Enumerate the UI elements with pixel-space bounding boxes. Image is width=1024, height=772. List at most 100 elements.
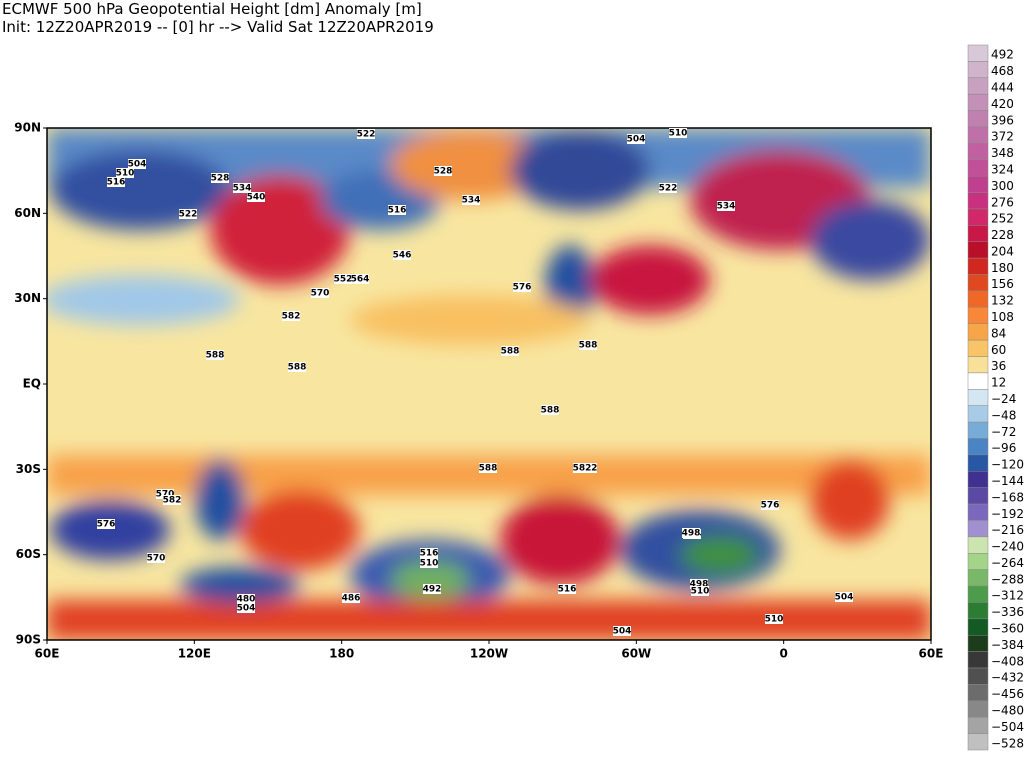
lon-label: 180: [329, 647, 354, 661]
contour-label: 516: [388, 206, 407, 216]
contour-label-bg: [97, 519, 115, 529]
contour-label-bg: [669, 128, 687, 138]
colorbar-swatch: [967, 536, 989, 554]
colorbar-label: 84: [991, 326, 1006, 340]
contour-label: 534: [233, 184, 252, 194]
lat-label: 90S: [16, 633, 41, 647]
contour-label: 510: [116, 169, 135, 179]
contour-label: 588: [541, 406, 560, 416]
colorbar-swatch: [967, 733, 989, 751]
contour-label: 582: [163, 496, 182, 506]
contour-label-bg: [211, 173, 229, 183]
colorbar: 492 468 444 420 396 372 348 324 300 276 252 228 204 1…: [967, 44, 1024, 751]
colorbar-swatch: [967, 93, 989, 111]
colorbar-swatch: [967, 667, 989, 685]
contour-label-bg: [613, 626, 631, 636]
colorbar-swatch: [967, 61, 989, 79]
colorbar-label: −456: [991, 687, 1024, 701]
contour-label-bg: [462, 195, 480, 205]
colorbar-swatch: [967, 126, 989, 144]
colorbar-label: −24: [991, 392, 1016, 406]
colorbar-label: −48: [991, 408, 1016, 422]
colorbar-swatch: [967, 257, 989, 275]
lon-label: 60W: [621, 647, 651, 661]
colorbar-label: −504: [991, 720, 1024, 734]
colorbar-label: 372: [991, 130, 1014, 144]
lon-label: 120E: [178, 647, 211, 661]
colorbar-swatch: [967, 700, 989, 718]
contour-label: 564: [351, 275, 370, 285]
colorbar-label: −216: [991, 523, 1024, 537]
contour-label-bg: [627, 134, 645, 144]
colorbar-label: 228: [991, 228, 1014, 242]
contour-label-bg: [237, 594, 255, 604]
colorbar-swatch: [967, 290, 989, 308]
contour-label-bg: [479, 463, 497, 473]
colorbar-label: 492: [991, 48, 1014, 62]
contour-label: 510: [691, 587, 710, 597]
contour-label-bg: [420, 548, 438, 558]
colorbar-swatch: [967, 438, 989, 456]
colorbar-label: 132: [991, 294, 1014, 308]
contour-label: 510: [420, 559, 439, 569]
lat-label: EQ: [23, 377, 41, 391]
lat-label: 30N: [14, 291, 41, 305]
contour-label: 516: [558, 585, 577, 595]
colorbar-swatch: [967, 110, 989, 128]
colorbar-label: 324: [991, 162, 1014, 176]
contour-label-bg: [659, 183, 677, 193]
contour-label: 534: [717, 202, 736, 212]
colorbar-swatch: [967, 356, 989, 374]
colorbar-label: −384: [991, 638, 1024, 652]
contour-label-bg: [156, 489, 174, 499]
contour-label: 522: [357, 130, 376, 140]
lon-label: 0: [779, 647, 787, 661]
colorbar-label: −168: [991, 490, 1024, 504]
contour-label-bg: [691, 586, 709, 596]
colorbar-swatch: [967, 634, 989, 652]
contour-label-bg: [573, 463, 591, 473]
colorbar-swatch: [967, 585, 989, 603]
colorbar-label: −528: [991, 736, 1024, 750]
contour-label: 588: [288, 363, 307, 373]
contour-label-bg: [765, 614, 783, 624]
contour-label-bg: [351, 274, 369, 284]
colorbar-label: −480: [991, 704, 1024, 718]
contour-label: 576: [513, 283, 532, 293]
contour-label: 540: [247, 193, 266, 203]
colorbar-swatch: [967, 520, 989, 538]
contour-label: 522: [659, 184, 678, 194]
contour-label-bg: [311, 288, 329, 298]
colorbar-swatch: [967, 44, 989, 62]
contour-label-bg: [179, 209, 197, 219]
colorbar-label: −264: [991, 556, 1024, 570]
title-line-1: ECMWF 500 hPa Geopotential Height [dm] A…: [2, 0, 422, 18]
contour-label: 492: [423, 585, 442, 595]
colorbar-swatch: [967, 602, 989, 620]
contour-label: 588: [501, 347, 520, 357]
colorbar-swatch: [967, 225, 989, 242]
contour-label-bg: [761, 500, 779, 510]
contour-label-bg: [334, 274, 352, 284]
colorbar-swatch: [967, 307, 989, 324]
colorbar-label: 180: [991, 261, 1014, 275]
contour-label-bg: [434, 166, 452, 176]
contour-label: 528: [211, 174, 230, 184]
colorbar-label: 204: [991, 244, 1014, 258]
colorbar-label: −72: [991, 425, 1016, 439]
colorbar-swatch: [967, 405, 989, 423]
contour-label: 570: [147, 554, 166, 564]
contour-label-bg: [690, 579, 708, 589]
colorbar-swatch: [967, 716, 989, 734]
contour-label-bg: [682, 528, 700, 538]
contour-label-bg: [393, 250, 411, 260]
contour-label-bg: [835, 592, 853, 602]
contour-label-bg: [116, 168, 134, 178]
contour-label-bg: [163, 495, 181, 505]
colorbar-label: 468: [991, 64, 1014, 78]
contour-label-bg: [233, 183, 251, 193]
colorbar-label: 348: [991, 146, 1014, 160]
colorbar-label: −408: [991, 654, 1024, 668]
